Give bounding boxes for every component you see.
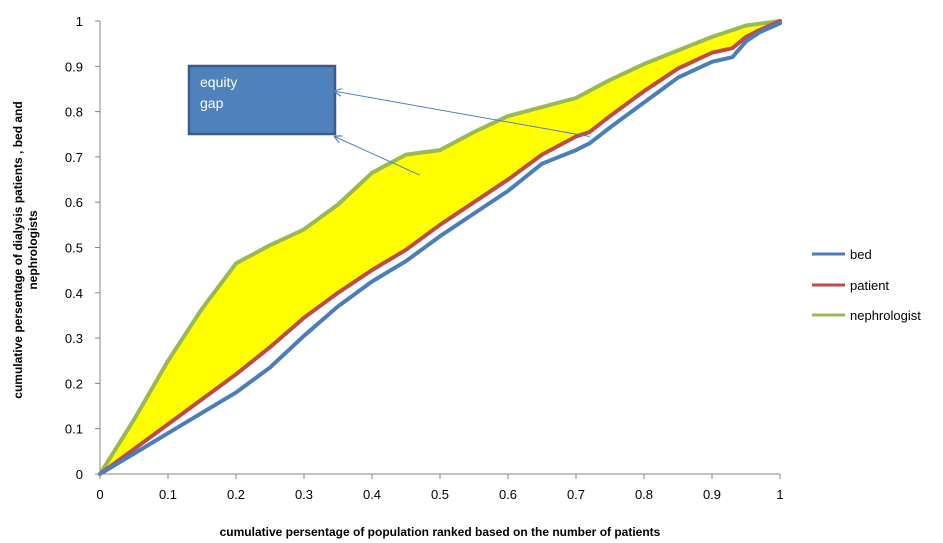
series-line-bed [98,21,782,476]
x-tick-label: 0.8 [635,487,653,502]
x-tick-label: 0.1 [159,487,177,502]
series-layer [98,19,782,476]
y-tick-label: 0.7 [65,150,83,165]
x-tick-label: 1 [776,487,783,502]
callout-arrows [335,91,590,176]
callout-arrow [335,91,590,138]
x-tick-label: 0.3 [295,487,313,502]
legend-label-patient: patient [850,278,889,293]
legend: bed patient nephrologist [812,247,921,323]
x-tick-label: 0.5 [431,487,449,502]
x-tick-label: 0.2 [227,487,245,502]
y-tick-label: 0.8 [65,105,83,120]
x-tick-label: 0.6 [499,487,517,502]
y-tick-label: 0.4 [65,286,83,301]
y-axis-title-line2: nephrologists [26,210,40,290]
x-tick-label: 0.7 [567,487,585,502]
x-tick-label: 0 [96,487,103,502]
plot-area [98,19,782,476]
callout-text-line2: gap [200,95,224,111]
series-line-nephrologist [98,19,782,476]
y-axis-title: cumulative persentage of dialysis patien… [11,101,40,398]
series-line-patient [98,19,782,476]
y-tick-label: 0.3 [65,331,83,346]
y-tick-label: 1 [76,14,83,29]
equity-gap-callout: equity gap [187,64,590,176]
y-tick-label: 0.9 [65,59,83,74]
axes: 0 0.1 0.2 0.3 0.4 0.5 0.6 0.7 0.8 0.9 1 0 0.1 0.2 0.3… [65,14,784,502]
callout-arrow [335,137,420,176]
x-tick-label: 0.9 [703,487,721,502]
y-tick-label: 0.2 [65,376,83,391]
x-axis-title: cumulative persentage of population rank… [220,525,661,539]
y-tick-label: 0.5 [65,241,83,256]
y-axis-title-line1: cumulative persentage of dialysis patien… [11,101,25,398]
x-tick-label: 0.4 [363,487,381,502]
callout-box [187,64,337,136]
y-tick-label: 0.6 [65,195,83,210]
callout-text-line1: equity [200,74,237,90]
y-axis-ticks: 0 0.1 0.2 0.3 0.4 0.5 0.6 0.7 0.8 0.9 1 [65,14,100,482]
legend-label-nephrologist: nephrologist [850,308,921,323]
x-axis-ticks: 0 0.1 0.2 0.3 0.4 0.5 0.6 0.7 0.8 0.9 1 [96,474,784,502]
legend-label-bed: bed [850,247,872,262]
y-tick-label: 0.1 [65,422,83,437]
y-tick-label: 0 [76,467,83,482]
